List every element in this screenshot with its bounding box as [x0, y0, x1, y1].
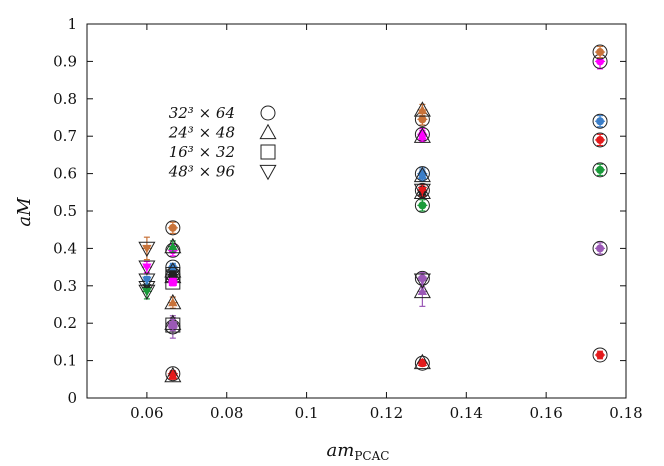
data-point-triangle-up [164, 366, 182, 383]
data-point-circle [592, 240, 608, 256]
point-outline [165, 317, 181, 333]
data-point-circle [414, 197, 430, 213]
legend-marker-triangle-up [259, 123, 277, 140]
data-point-triangle-down [138, 273, 156, 289]
data-point-triangle-down [413, 272, 431, 289]
x-axis-label-sub: PCAC [354, 449, 389, 463]
plot-frame [86, 23, 627, 399]
legend-label: 48³ × 96 [168, 163, 236, 181]
data-point-circle [592, 162, 608, 178]
point-outline [413, 273, 431, 289]
point-outline [138, 284, 156, 301]
y-tick-label: 0.5 [53, 202, 77, 220]
y-tick-label: 0.6 [53, 165, 77, 183]
legend-entry: 16³ × 32 [169, 143, 276, 161]
data-point-triangle-down [138, 236, 156, 261]
point-outline [414, 355, 430, 371]
point-outline [592, 44, 608, 60]
x-tick-label: 0.1 [295, 404, 319, 422]
y-tick-label: 0.2 [53, 314, 77, 332]
point-outline [592, 162, 608, 178]
data-point-square [165, 274, 181, 290]
legend-label: 24³ × 48 [168, 124, 235, 142]
point-outline [413, 127, 431, 143]
data-point-circle [592, 113, 608, 129]
point-outline [138, 260, 156, 276]
y-axis-label: aM [14, 197, 35, 227]
x-tick-label: 0.14 [450, 404, 483, 422]
point-outline [165, 220, 181, 236]
x-axis-label-main: am [327, 440, 355, 461]
y-tick-label: 0.8 [53, 90, 77, 108]
legend-marker-square [260, 144, 276, 160]
data-point-triangle-up [164, 293, 182, 310]
data-point-triangle-up [164, 237, 182, 254]
y-tick-label: 0.9 [53, 52, 77, 70]
x-tick-label: 0.08 [210, 404, 243, 422]
point-outline [165, 274, 181, 290]
data-point-triangle-up [413, 353, 431, 370]
data-point-circle [592, 132, 608, 148]
data-point-triangle-down [138, 260, 156, 276]
point-outline [413, 353, 431, 370]
point-outline [413, 183, 431, 200]
y-tick-label: 0.1 [53, 352, 77, 370]
legend-label: 32³ × 64 [169, 104, 235, 122]
y-tick-label: 0.4 [53, 239, 77, 257]
axes-group: 0.06 0.08 0.1 0.12 0.14 0.16 0.18 0 0.1 0.2 0.3 0.4… [53, 15, 643, 422]
legend-entry: 32³ × 64 [169, 104, 276, 122]
legend-marker-triangle-down [259, 164, 277, 181]
point-outline [164, 366, 182, 383]
legend-label: 16³ × 32 [169, 143, 235, 161]
point-outline [164, 237, 182, 254]
point-outline [413, 101, 431, 117]
x-axis-label: amPCAC [327, 440, 390, 463]
y-tick-label: 0.3 [53, 277, 77, 295]
y-tick-label: 0.7 [53, 127, 77, 145]
data-point-triangle-down [413, 183, 431, 200]
legend-marker-circle [260, 105, 276, 121]
x-tick-label: 0.18 [609, 404, 642, 422]
data-point-square [165, 317, 181, 333]
data-points [138, 44, 608, 383]
legend-entry: 48³ × 96 [168, 163, 277, 181]
point-outline [164, 293, 182, 310]
point-outline [413, 166, 431, 183]
y-tick-label: 0 [67, 389, 77, 407]
data-point-triangle-up [413, 101, 431, 117]
data-point-triangle-up [413, 166, 431, 183]
legend-entry: 24³ × 48 [168, 123, 277, 142]
x-tick-label: 0.06 [130, 404, 163, 422]
data-point-circle [592, 347, 608, 363]
data-point-triangle-up [413, 127, 431, 143]
point-outline [592, 240, 608, 256]
x-tick-label: 0.12 [370, 404, 403, 422]
point-outline [165, 366, 181, 382]
data-point-circle [165, 220, 181, 236]
point-outline [413, 282, 431, 299]
point-outline [592, 132, 608, 148]
x-tick-label: 0.16 [529, 404, 562, 422]
y-tick-label: 1 [67, 15, 77, 33]
point-outline [592, 113, 608, 129]
point-outline [592, 347, 608, 363]
point-outline [138, 241, 156, 258]
data-point-circle [592, 44, 608, 60]
